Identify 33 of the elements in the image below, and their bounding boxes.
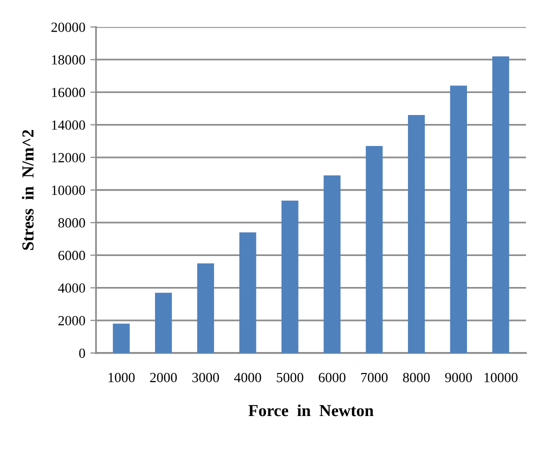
x-tick-label: 2000 xyxy=(150,372,177,382)
x-tick-label: 5000 xyxy=(276,372,304,382)
bar xyxy=(450,86,467,353)
y-tick-label: 12000 xyxy=(52,152,86,162)
y-tick-label: 20000 xyxy=(51,22,86,32)
y-tick-label: 6000 xyxy=(58,250,86,260)
bar xyxy=(324,175,341,353)
x-tick-label: 9000 xyxy=(445,372,472,382)
x-tick-label: 8000 xyxy=(403,372,430,382)
x-tick-label: 1000 xyxy=(108,372,135,382)
bar xyxy=(155,292,172,353)
y-tick-label: 4000 xyxy=(58,283,86,293)
y-tick-label: 2000 xyxy=(58,316,86,326)
x-tick-label: 3000 xyxy=(192,372,219,382)
x-tick-label: 7000 xyxy=(361,372,388,382)
y-tick-label: 10000 xyxy=(52,186,86,195)
bar xyxy=(281,200,298,353)
x-tick-label: 4000 xyxy=(234,372,262,382)
bar xyxy=(366,146,383,353)
x-axis-title: Force in Newton xyxy=(248,404,374,416)
x-tick-label: 10000 xyxy=(484,372,518,382)
y-tick-label: 8000 xyxy=(58,218,86,228)
y-tick-label: 0 xyxy=(79,348,86,358)
bar xyxy=(239,232,256,353)
bar xyxy=(408,115,425,353)
y-tick-label: 18000 xyxy=(52,55,86,65)
bar xyxy=(112,324,130,353)
bar xyxy=(492,56,510,353)
x-tick-label: 6000 xyxy=(318,372,346,382)
bar xyxy=(197,263,214,353)
y-tick-label: 14000 xyxy=(52,120,86,130)
y-axis-title: Stress in N/m^2 xyxy=(22,130,34,250)
y-tick-label: 16000 xyxy=(52,88,86,98)
